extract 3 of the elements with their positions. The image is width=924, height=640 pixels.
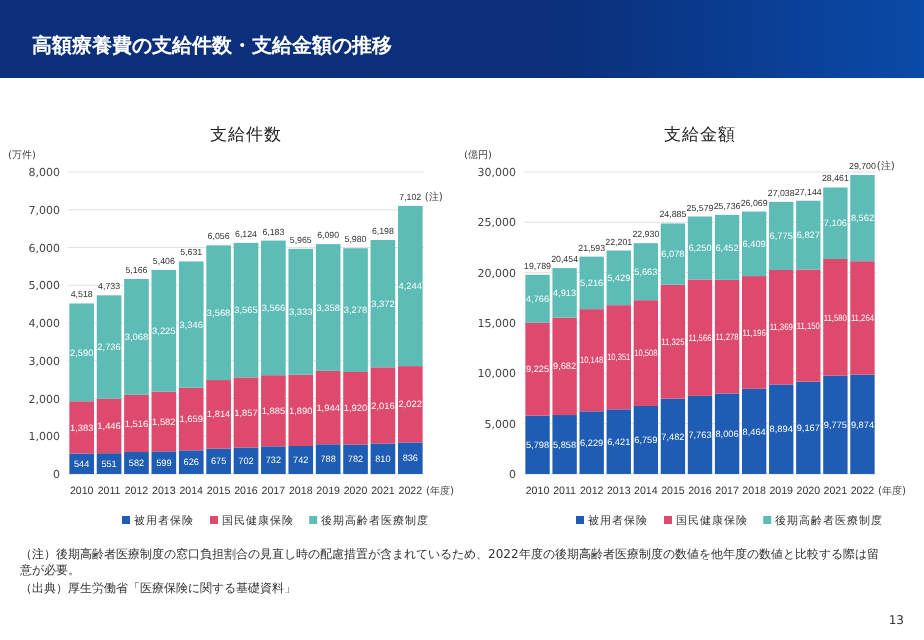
text: 高額療養費の支給件数・支給金額の推移 [32,34,392,58]
chart-title: 支給件数 [210,124,282,146]
chart-title: 支給金額 [664,124,736,146]
